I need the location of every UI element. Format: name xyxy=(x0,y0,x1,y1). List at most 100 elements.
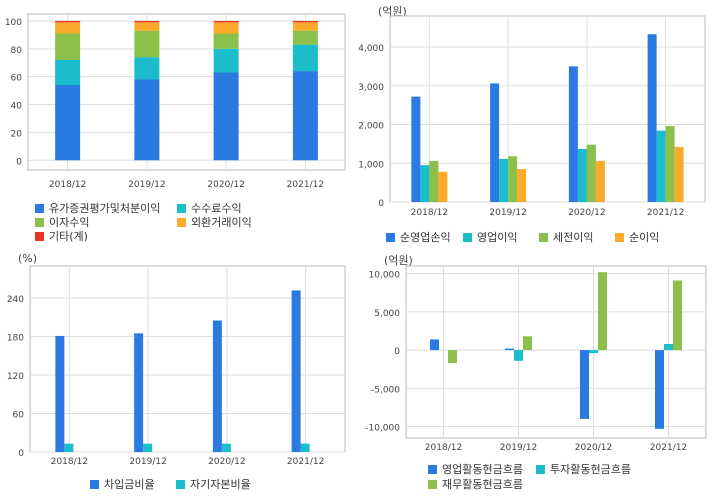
bar xyxy=(505,348,514,351)
bar xyxy=(55,20,81,23)
legend-swatch xyxy=(463,233,472,242)
y-tick-label: 20 xyxy=(11,129,23,139)
x-tick-label: 2020/12 xyxy=(575,443,612,453)
y-tick-label: 10,000 xyxy=(369,271,401,281)
legend-swatch xyxy=(35,204,44,213)
bar xyxy=(514,350,523,361)
legend-swatch xyxy=(176,480,185,489)
legend-swatch xyxy=(35,232,44,241)
x-tick-label: 2019/12 xyxy=(128,180,165,190)
unit-label: (억원) xyxy=(384,254,413,267)
bar xyxy=(213,72,239,161)
x-tick-label: 2020/12 xyxy=(207,180,244,190)
legend-swatch xyxy=(386,233,395,242)
bar xyxy=(134,20,160,23)
y-tick-label: 100 xyxy=(5,18,22,28)
legend-label: 유가증권평가및처분이익 xyxy=(49,202,161,215)
x-tick-label: 2019/12 xyxy=(489,208,526,218)
bar xyxy=(300,443,310,452)
bar xyxy=(674,146,684,202)
y-tick-label: 0 xyxy=(378,199,384,209)
bar xyxy=(448,350,457,364)
y-tick-label: 180 xyxy=(7,334,24,344)
bar xyxy=(55,22,81,34)
y-tick-label: 1,000 xyxy=(358,160,384,170)
y-tick-label: 120 xyxy=(7,372,24,382)
y-tick-label: 80 xyxy=(11,46,23,56)
bar xyxy=(221,443,231,452)
bar xyxy=(589,350,598,354)
y-tick-label: -5,000 xyxy=(371,385,400,395)
legend-swatch xyxy=(35,218,44,227)
x-tick-label: 2020/12 xyxy=(208,457,245,467)
legend-label: 세전이익 xyxy=(553,231,594,244)
unit-label: (%) xyxy=(18,252,38,265)
bar xyxy=(143,443,153,452)
legend-item: 순영업손익 xyxy=(386,229,451,245)
cashflow-chart: (억원) -10,000 -5,000 0 5,000 10,000 2018/12 201… xyxy=(360,250,720,496)
legend-item: 이자수익 xyxy=(35,214,89,230)
unit-label: (억원) xyxy=(378,5,407,18)
bar xyxy=(665,126,675,202)
legend-swatch xyxy=(177,218,186,227)
x-tick-label: 2018/12 xyxy=(425,443,462,453)
bar xyxy=(598,272,607,351)
bar xyxy=(292,20,318,23)
legend-label: 순이익 xyxy=(629,231,660,244)
x-tick-label: 2018/12 xyxy=(51,457,88,467)
legend-label: 영업활동현금흐름 xyxy=(442,463,523,476)
bar xyxy=(420,165,430,202)
y-tick-label: 240 xyxy=(7,295,24,305)
bar xyxy=(55,85,81,161)
bar xyxy=(586,144,596,202)
bar xyxy=(568,66,578,202)
bar xyxy=(647,34,657,203)
legend-item: 순이익 xyxy=(615,229,659,245)
bar xyxy=(508,156,518,202)
legend-label: 차입금비율 xyxy=(104,478,155,491)
y-tick-label: 0 xyxy=(394,347,400,357)
legend-swatch xyxy=(615,233,624,242)
bar xyxy=(580,350,589,419)
bar xyxy=(134,22,160,31)
legend-label: 외환거래이익 xyxy=(191,216,252,229)
bar xyxy=(292,22,318,31)
bar xyxy=(656,130,666,202)
bar xyxy=(291,290,301,452)
y-tick-label: 0 xyxy=(16,157,22,167)
y-tick-label: 40 xyxy=(11,102,23,112)
legend-label: 순영업손익 xyxy=(400,231,451,244)
bar xyxy=(673,280,682,351)
legend-swatch xyxy=(90,480,99,489)
bar xyxy=(595,160,605,202)
legend-item: 자기자본비율 xyxy=(176,476,251,492)
bar xyxy=(292,30,318,45)
plot-frame xyxy=(27,13,346,171)
y-tick-label: -10,000 xyxy=(365,424,400,434)
bar xyxy=(499,158,509,202)
bar xyxy=(490,83,500,202)
profits-chart: (억원) 0 1,000 2,000 3,000 4,000 2018/12 2019/12… xyxy=(358,0,720,250)
legend-item: 유가증권평가및처분이익 xyxy=(35,200,160,216)
legend-item: 영업활동현금흐름 xyxy=(428,461,523,477)
ratio-plot: 0 60 120 180 240 2018/12 2019/12 2020/12 2021/12 xyxy=(7,265,346,467)
legend-item: 투자활동현금흐름 xyxy=(536,461,631,477)
legend-swatch xyxy=(539,233,548,242)
y-tick-label: 0 xyxy=(18,449,24,459)
legend-label: 이자수익 xyxy=(49,216,90,229)
legend-item: 외환거래이익 xyxy=(177,214,252,230)
legend-item: 세전이익 xyxy=(539,229,593,245)
legend-swatch xyxy=(536,465,545,474)
legend-label: 기타(계) xyxy=(49,230,88,243)
bar xyxy=(213,20,239,23)
revenue-mix-legend: 유가증권평가및처분이익 수수료수익 이자수익 외환거래이익 기타(계) xyxy=(35,200,355,248)
bar xyxy=(213,48,239,73)
y-tick-label: 60 xyxy=(13,411,25,421)
bar xyxy=(429,160,439,202)
revenue-mix-plot: 0 20 40 60 80 100 2018/12 2019/12 2020/12 2021/12 xyxy=(5,13,346,190)
x-tick-label: 2018/12 xyxy=(411,208,448,218)
y-tick-label: 5,000 xyxy=(374,309,400,319)
legend-swatch xyxy=(177,204,186,213)
bar xyxy=(517,169,527,202)
x-tick-label: 2019/12 xyxy=(129,457,166,467)
